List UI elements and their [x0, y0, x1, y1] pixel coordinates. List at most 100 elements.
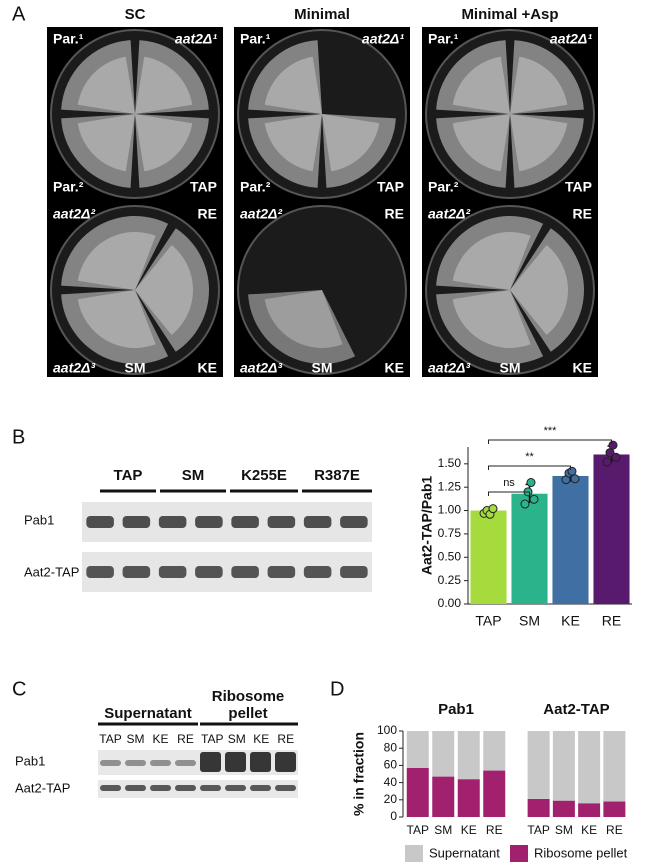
- plate-label: aat2Δ²: [240, 206, 282, 222]
- chart-title: Pab1: [438, 701, 474, 718]
- colony-streak: [264, 56, 322, 114]
- blot-band: [303, 516, 332, 528]
- column-title: Minimal: [294, 6, 350, 23]
- plate-label: Par.¹: [428, 31, 459, 47]
- blot-background: [98, 780, 298, 798]
- bar-segment: [406, 767, 429, 817]
- plate-label: KE: [198, 360, 217, 376]
- y-tick-label: 0: [390, 809, 397, 823]
- blot-band: [225, 785, 246, 791]
- significance-bracket: [488, 465, 571, 470]
- plate-label: aat2Δ²: [53, 206, 95, 222]
- colony-streak: [248, 114, 322, 188]
- blot-band: [200, 752, 221, 772]
- blot-band: [122, 516, 151, 528]
- colony-streak: [510, 114, 568, 172]
- x-tick-label: KE: [581, 823, 597, 837]
- colony-streak: [135, 114, 193, 172]
- lane-label: TAP: [114, 467, 143, 484]
- plate-label: aat2Δ³: [428, 360, 470, 376]
- bar-segment: [457, 731, 480, 780]
- colony-streak: [436, 290, 544, 364]
- colony-streak: [510, 228, 584, 352]
- blot-band: [175, 785, 196, 791]
- plate-label: aat2Δ²: [428, 206, 470, 222]
- x-tick-label: RE: [606, 823, 623, 837]
- colony-streak: [77, 290, 156, 348]
- blot-band: [158, 516, 187, 528]
- legend-label: Ribosome pellet: [534, 845, 628, 860]
- panel-label: B: [12, 426, 25, 448]
- colony-streak: [135, 228, 209, 352]
- x-tick-label: TAP: [527, 823, 549, 837]
- y-tick-label: 100: [377, 723, 397, 737]
- significance-bracket: [488, 439, 612, 444]
- colony-streak: [61, 114, 135, 188]
- colony-streak: [61, 216, 169, 290]
- replicate-point: [520, 499, 530, 509]
- plate-label: SM: [500, 360, 521, 376]
- x-tick-label: RE: [602, 613, 621, 629]
- colony-streak: [452, 56, 510, 114]
- y-tick-label: 0.25: [438, 573, 462, 587]
- lane-label: KE: [152, 732, 168, 746]
- bar: [593, 454, 630, 604]
- replicate-point: [570, 474, 580, 484]
- fraction-label: Ribosome pellet: [211, 688, 285, 722]
- colony-streak: [452, 290, 531, 348]
- colony-streak: [436, 215, 544, 290]
- colony-streak: [322, 114, 380, 172]
- colony-streak: [436, 40, 510, 114]
- lane-label: RE: [277, 732, 294, 746]
- colony-streak: [452, 114, 510, 172]
- blot-band: [267, 566, 296, 578]
- plate-label: TAP: [377, 179, 404, 195]
- replicate-point: [605, 448, 615, 458]
- bar-segment: [578, 731, 601, 804]
- lane-label: RE: [177, 732, 194, 746]
- plate-label: SM: [125, 360, 146, 376]
- y-axis-label: Aat2-TAP/Pab1: [419, 476, 435, 576]
- x-tick-label: KE: [461, 823, 477, 837]
- blot-band: [225, 752, 246, 772]
- blot-band: [86, 516, 114, 528]
- colony-streak: [77, 114, 135, 172]
- panel-label: C: [12, 678, 26, 700]
- lane-label: SM: [228, 732, 246, 746]
- plate-label: Par.¹: [53, 31, 84, 47]
- plate-label: RE: [573, 206, 592, 222]
- colony-streak: [135, 56, 193, 114]
- x-tick-label: RE: [486, 823, 503, 837]
- plate-label: aat2Δ¹: [175, 31, 217, 47]
- plate-label: TAP: [190, 179, 217, 195]
- replicate-point: [526, 478, 536, 488]
- bar-segment: [603, 731, 626, 802]
- plate-label: TAP: [565, 179, 592, 195]
- y-tick-label: 0.00: [438, 596, 462, 610]
- colony-streak: [510, 40, 584, 114]
- replicate-point: [529, 494, 539, 504]
- blot-band: [303, 566, 332, 578]
- blot-band: [150, 760, 171, 766]
- x-tick-label: KE: [561, 613, 580, 629]
- plate-label: aat2Δ¹: [550, 31, 592, 47]
- plate-label: Par.¹: [240, 31, 271, 47]
- y-axis-label: % in fraction: [351, 732, 367, 816]
- replicate-point: [608, 440, 618, 450]
- bar-segment: [552, 800, 575, 817]
- blot-band: [231, 516, 259, 528]
- x-tick-label: SM: [555, 823, 573, 837]
- blot-band: [231, 566, 259, 578]
- colony-streak: [248, 290, 356, 364]
- blot-band: [158, 566, 187, 578]
- y-tick-label: 1.25: [438, 479, 462, 493]
- legend-label: Supernatant: [429, 845, 500, 860]
- panel-label: A: [12, 3, 26, 25]
- bar: [470, 510, 507, 604]
- colony-streak: [61, 40, 135, 114]
- x-tick-label: SM: [434, 823, 452, 837]
- chart-title: Aat2-TAP: [543, 701, 609, 718]
- significance-label: **: [525, 451, 534, 463]
- blot-row-label: Aat2-TAP: [15, 780, 70, 795]
- blot-band: [125, 760, 146, 766]
